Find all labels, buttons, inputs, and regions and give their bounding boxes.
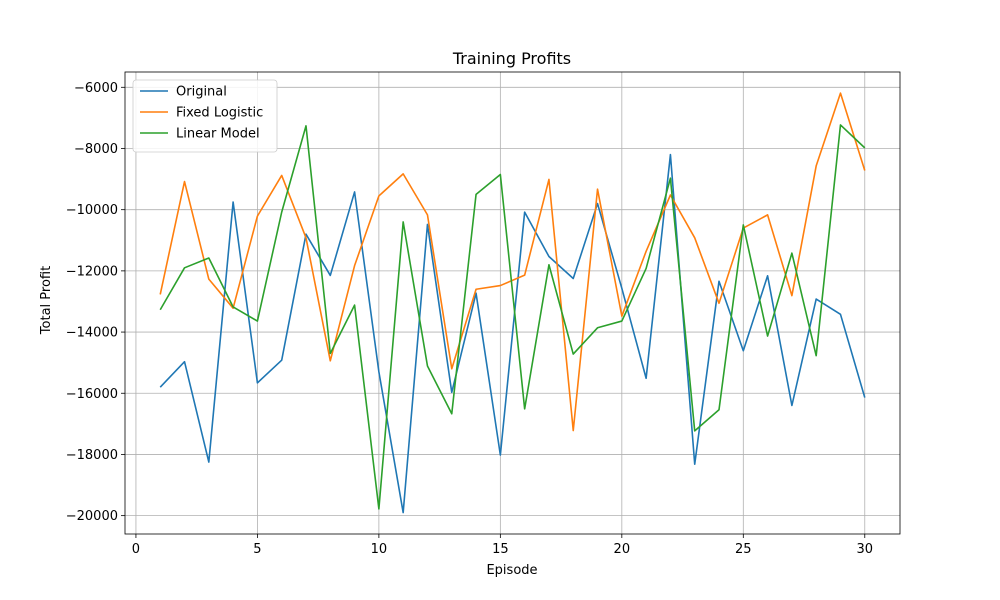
x-axis-label: Episode [486, 563, 537, 578]
grid-lines [125, 72, 900, 534]
y-tick-label: −12000 [66, 264, 118, 279]
x-tick-label: 0 [132, 542, 140, 557]
series-line-linear-model [159, 124, 866, 510]
legend-label-fixed-logistic: Fixed Logistic [176, 106, 263, 121]
y-tick-label: −18000 [66, 448, 118, 463]
x-tick-label: 5 [253, 542, 261, 557]
x-tick-label: 30 [856, 542, 873, 557]
series-line-fixed-logistic [159, 92, 866, 432]
legend-box [132, 79, 278, 153]
legend-label-original: Original [176, 85, 227, 100]
x-tick-label: 10 [371, 542, 388, 557]
y-tick-label: −8000 [74, 142, 118, 157]
y-tick-label: −6000 [74, 81, 118, 96]
series-line-original [159, 153, 866, 514]
chart-title: Training Profits [452, 49, 571, 68]
x-tick-label: 25 [735, 542, 752, 557]
y-tick-label: −16000 [66, 387, 118, 402]
legend: Original Fixed Logistic Linear Model [132, 79, 278, 153]
y-tick-label: −14000 [66, 326, 118, 341]
x-tick-label: 20 [614, 542, 631, 557]
legend-label-linear-model: Linear Model [176, 127, 260, 142]
y-axis-label: Total Profit [39, 266, 54, 335]
plot-frame [124, 71, 901, 535]
x-tick-label: 15 [492, 542, 509, 557]
series-lines [159, 92, 866, 514]
y-axis: −20000 −18000 −16000 −14000 −12000 −10000 −800… [66, 81, 125, 524]
y-tick-label: −20000 [66, 509, 118, 524]
y-tick-label: −10000 [66, 203, 118, 218]
x-axis: 0 5 10 15 20 25 30 [132, 534, 873, 557]
